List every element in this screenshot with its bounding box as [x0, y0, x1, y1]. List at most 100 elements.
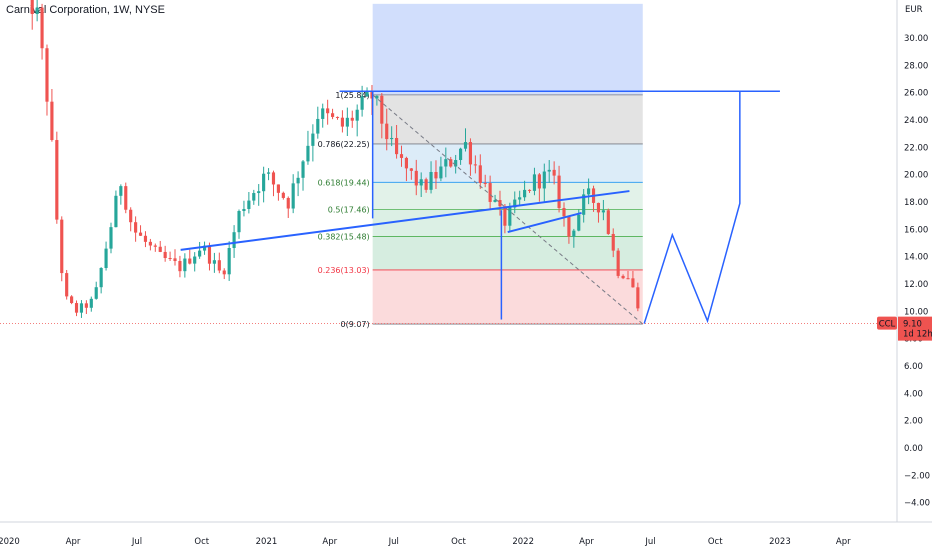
candle-body	[399, 154, 404, 158]
candle-body	[557, 175, 561, 209]
candle-body	[262, 173, 266, 192]
candle-body	[84, 303, 88, 308]
time-tick-label: Oct	[194, 537, 209, 547]
candle-body	[355, 109, 359, 121]
candle-body	[237, 211, 241, 233]
fib-level-label: 0.5(17.46)	[328, 205, 370, 214]
price-tick-label: 10.00	[904, 307, 928, 317]
candle-body	[375, 95, 379, 99]
time-tick-label: Jul	[388, 537, 399, 547]
fib-level-label: 1(25.84)	[335, 91, 369, 100]
candle-body	[99, 267, 103, 288]
candle-body	[483, 182, 487, 184]
trend-line[interactable]	[507, 211, 582, 234]
candle-body	[395, 137, 399, 155]
candle-body	[631, 278, 635, 288]
candle-body	[409, 168, 413, 171]
candle-body	[247, 200, 251, 209]
candle-body	[454, 160, 458, 167]
candle-body	[562, 208, 566, 217]
candle-body	[60, 219, 64, 274]
trend-line[interactable]	[180, 190, 630, 251]
fib-level-label: 0.618(19.44)	[318, 178, 370, 187]
last-price-value: 9.10	[903, 320, 922, 330]
candle-body	[360, 96, 364, 110]
candle-body	[596, 202, 601, 213]
candle-body	[143, 235, 148, 242]
fib-band	[372, 209, 643, 237]
candle-body	[55, 140, 59, 220]
time-tick-label: Apr	[322, 537, 337, 547]
candle-body	[473, 164, 477, 166]
candle-body	[552, 169, 556, 176]
candle-body	[222, 270, 226, 275]
candle-body	[271, 172, 276, 185]
candle-body	[449, 159, 453, 167]
candle-body	[286, 197, 290, 209]
candle-body	[79, 303, 84, 313]
candle-body	[183, 258, 187, 272]
time-tick-label: Oct	[451, 537, 466, 547]
candle-body	[50, 101, 54, 141]
candle-body	[45, 48, 49, 102]
candle-body	[232, 232, 236, 249]
candle-body	[542, 171, 546, 189]
price-tick-label: 12.00	[904, 280, 928, 290]
candle-body	[202, 245, 207, 251]
price-tick-label: 22.00	[904, 143, 928, 153]
candle-body	[611, 233, 615, 251]
candle-body	[40, 7, 44, 49]
candle-body	[104, 248, 108, 268]
candle-body	[498, 200, 502, 207]
candle-body	[468, 142, 473, 165]
candle-body	[217, 260, 221, 271]
candle-body	[291, 183, 295, 209]
candle-body	[119, 186, 123, 196]
time-tick-label: Jul	[644, 537, 655, 547]
candle-body	[567, 216, 571, 237]
candle-body	[463, 142, 468, 149]
bar-countdown: 1d 12h	[903, 330, 932, 340]
candle-body	[508, 207, 512, 226]
price-tick-label: 30.00	[904, 34, 928, 44]
candle-body	[158, 246, 162, 252]
candle-body	[345, 117, 349, 127]
candle-body	[316, 118, 320, 134]
candle-body	[606, 210, 610, 234]
candle-body	[419, 179, 423, 186]
candle-body	[134, 222, 138, 233]
price-tick-label: 26.00	[904, 89, 928, 99]
candle-body	[513, 199, 517, 208]
fib-band	[372, 236, 643, 270]
price-tick-label: 6.00	[904, 362, 923, 372]
price-tick-label: 2.00	[904, 417, 923, 427]
candle-body	[148, 241, 152, 246]
candle-body	[129, 209, 133, 223]
candle-body	[30, 0, 34, 15]
price-tick-label: 4.00	[904, 389, 923, 399]
time-tick-label: Jul	[131, 537, 142, 547]
candle-body	[429, 171, 433, 190]
candle-body	[532, 174, 537, 191]
candle-body	[227, 248, 231, 275]
candle-body	[306, 145, 310, 162]
candle-body	[114, 195, 118, 228]
candle-body	[193, 256, 197, 264]
candle-body	[518, 197, 522, 200]
candle-body	[252, 193, 256, 201]
candle-body	[390, 137, 394, 140]
candle-body	[434, 171, 438, 179]
price-tick-label: −2.00	[904, 471, 930, 481]
candle-body	[257, 191, 261, 194]
candle-body	[70, 296, 74, 304]
fib-level-label: 0.382(15.48)	[318, 232, 370, 241]
time-tick-label: Oct	[708, 537, 723, 547]
candle-body	[188, 258, 192, 264]
fib-band	[372, 143, 643, 183]
candle-body	[385, 123, 389, 140]
candle-body	[207, 245, 212, 264]
candle-body	[296, 177, 300, 184]
candle-body	[276, 184, 280, 193]
projection-path[interactable]	[643, 91, 741, 324]
